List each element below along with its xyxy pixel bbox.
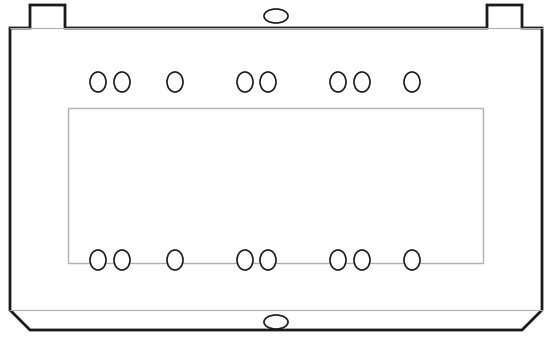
Ellipse shape (167, 250, 183, 270)
Ellipse shape (354, 72, 370, 92)
Ellipse shape (264, 315, 288, 329)
Ellipse shape (330, 72, 346, 92)
Polygon shape (10, 5, 542, 330)
Ellipse shape (260, 72, 276, 92)
Ellipse shape (264, 9, 288, 23)
Ellipse shape (354, 250, 370, 270)
Ellipse shape (237, 250, 253, 270)
Ellipse shape (404, 250, 420, 270)
Ellipse shape (167, 72, 183, 92)
Bar (68, 108, 483, 263)
Ellipse shape (114, 72, 130, 92)
Ellipse shape (90, 72, 106, 92)
Ellipse shape (330, 250, 346, 270)
Ellipse shape (260, 250, 276, 270)
Ellipse shape (114, 250, 130, 270)
Ellipse shape (404, 72, 420, 92)
Ellipse shape (237, 72, 253, 92)
Ellipse shape (90, 250, 106, 270)
